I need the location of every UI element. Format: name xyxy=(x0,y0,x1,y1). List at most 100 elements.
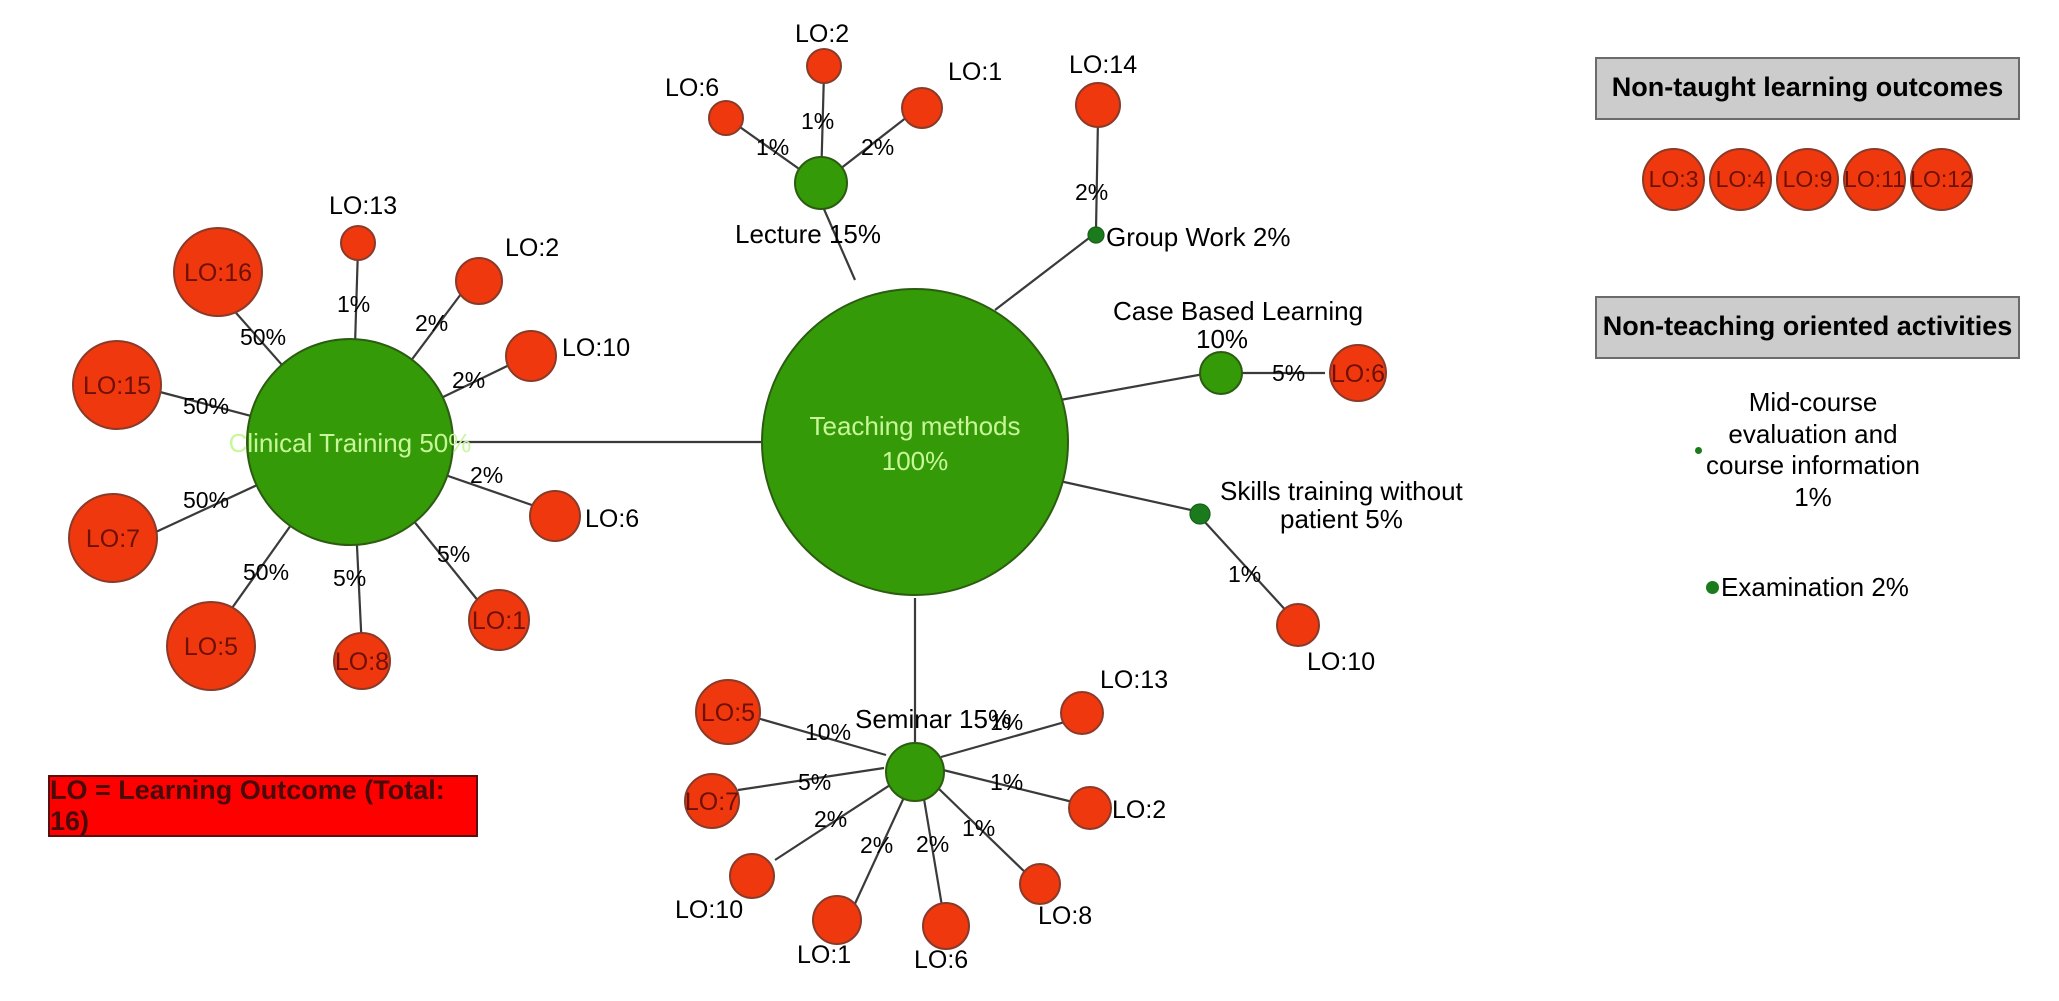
node-lo5[interactable] xyxy=(166,601,256,691)
node-lo13[interactable] xyxy=(340,225,376,261)
panel-non-teaching-title: Non-teaching oriented activities xyxy=(1595,296,2020,359)
node-lo10-label: LO:10 xyxy=(562,334,630,362)
weight-casebased-lo6: 5% xyxy=(1272,360,1305,386)
node-lo16-label: LO:16 xyxy=(184,259,252,287)
weight-lecture-lo6: 1% xyxy=(756,134,789,160)
node-seminar-lo13-label: LO:13 xyxy=(1100,666,1168,694)
node-casebased-lo6[interactable] xyxy=(1329,344,1387,402)
hub-teaching-methods-label-line1: Teaching methods xyxy=(809,411,1020,441)
hub-skills-training[interactable] xyxy=(1189,503,1211,525)
legend-lo-key-box: LO = Learning Outcome (Total: 16) xyxy=(48,775,478,837)
node-seminar-lo13[interactable] xyxy=(1060,691,1104,735)
weight-clinical-lo6: 2% xyxy=(470,462,503,488)
node-seminar-lo8[interactable] xyxy=(1019,863,1061,905)
green-dot-icon-midcourse xyxy=(1695,446,1703,454)
edge-groupwork-lo14 xyxy=(1094,117,1100,231)
weight-clinical-lo2: 2% xyxy=(415,310,448,336)
node-seminar-lo7[interactable] xyxy=(684,773,740,829)
root-edges xyxy=(455,199,1216,742)
chip-lo4[interactable]: LO:4 xyxy=(1709,148,1772,211)
cluster-skills-training: Skills training without patient 5% LO:10… xyxy=(1189,476,1464,676)
cluster-clinical-training: Clinical Training 50% LO:16 LO:15 LO:7 L… xyxy=(68,192,639,691)
weight-clinical-lo15: 50% xyxy=(183,393,229,419)
node-lo16[interactable] xyxy=(173,227,263,317)
node-lecture-lo1[interactable] xyxy=(901,87,943,129)
edge-seminar-lo8 xyxy=(936,786,1031,878)
node-seminar-lo1-label: LO:1 xyxy=(797,941,851,969)
node-lo2[interactable] xyxy=(455,257,503,305)
weight-clinical-lo16: 50% xyxy=(240,324,286,350)
cluster-seminar: Seminar 15% LO:5 LO:7 LO:10 LO:1 LO:6 LO… xyxy=(675,666,1168,974)
node-seminar-lo1[interactable] xyxy=(812,895,862,945)
edge-root-casebased xyxy=(1059,370,1216,402)
node-lecture-lo6[interactable] xyxy=(708,100,744,136)
activity-midcourse-text: Mid-course evaluation and course informati… xyxy=(1706,387,1920,514)
node-lo8[interactable] xyxy=(333,632,391,690)
node-seminar-lo2[interactable] xyxy=(1068,786,1112,830)
edge-seminar-lo1 xyxy=(852,792,907,909)
hub-case-based-learning[interactable] xyxy=(1199,351,1243,395)
node-lecture-lo6-label: LO:6 xyxy=(665,74,719,102)
node-lo7[interactable] xyxy=(68,493,158,583)
panel-non-taught-learning-outcomes: Non-taught learning outcomes LO:3 LO:4 L… xyxy=(1595,57,2020,211)
node-seminar-lo5-label: LO:5 xyxy=(701,699,755,727)
hub-case-based-learning-value: 10% xyxy=(1196,324,1248,354)
weight-seminar-lo13: 1% xyxy=(990,709,1023,735)
hub-clinical-training[interactable] xyxy=(246,338,454,546)
node-lo10[interactable] xyxy=(505,330,557,382)
node-lo1[interactable] xyxy=(468,589,530,651)
cluster-group-work: Group Work 2% LO:14 2% xyxy=(1069,51,1290,252)
hub-skills-training-label2: patient 5% xyxy=(1280,504,1403,534)
node-casebased-lo6-label: LO:6 xyxy=(1331,360,1385,388)
hub-case-based-learning-label: Case Based Learning xyxy=(1113,296,1363,326)
node-seminar-lo5[interactable] xyxy=(695,679,761,745)
weight-seminar-lo5: 10% xyxy=(805,719,851,745)
edge-seminar-lo10 xyxy=(774,784,891,861)
hub-lecture[interactable] xyxy=(794,156,848,210)
node-skills-lo10-label: LO:10 xyxy=(1307,648,1375,676)
chip-lo12[interactable]: LO:12 xyxy=(1910,148,1973,211)
cluster-lecture: Lecture 15% LO:6 LO:2 LO:1 1% 1% 2% xyxy=(665,20,1002,249)
hub-group-work-label: Group Work 2% xyxy=(1106,222,1290,252)
root-node-group: Teaching methods 100% xyxy=(761,288,1069,596)
hub-seminar[interactable] xyxy=(885,742,945,802)
node-seminar-lo6[interactable] xyxy=(922,902,970,950)
weight-seminar-lo10: 2% xyxy=(814,806,847,832)
edge-seminar-lo7 xyxy=(737,766,885,792)
panel-non-taught-title: Non-taught learning outcomes xyxy=(1595,57,2020,120)
non-taught-chip-row: LO:3 LO:4 LO:9 LO:11 LO:12 xyxy=(1595,148,2020,211)
hub-lecture-label: Lecture 15% xyxy=(735,219,881,249)
weight-clinical-lo8: 5% xyxy=(333,565,366,591)
node-lo8-label: LO:8 xyxy=(335,648,389,676)
node-lecture-lo2[interactable] xyxy=(806,48,842,84)
weight-seminar-lo1: 2% xyxy=(860,832,893,858)
node-seminar-lo6-label: LO:6 xyxy=(914,946,968,974)
edge-seminar-lo6 xyxy=(921,792,945,913)
chip-lo3[interactable]: LO:3 xyxy=(1642,148,1705,211)
node-lo6[interactable] xyxy=(529,490,581,542)
chip-lo9[interactable]: LO:9 xyxy=(1776,148,1839,211)
edge-seminar-lo13 xyxy=(940,716,1080,759)
weight-lecture-lo1: 2% xyxy=(861,134,894,160)
hub-seminar-label: Seminar 15% xyxy=(855,704,1011,734)
node-lo7-label: LO:7 xyxy=(86,525,140,553)
node-seminar-lo10[interactable] xyxy=(729,853,775,899)
node-lo15[interactable] xyxy=(72,340,162,430)
node-skills-lo10[interactable] xyxy=(1276,603,1320,647)
node-groupwork-lo14[interactable] xyxy=(1075,82,1121,128)
node-seminar-lo2-label: LO:2 xyxy=(1112,796,1166,824)
hub-teaching-methods[interactable] xyxy=(761,288,1069,596)
green-dot-icon-examination xyxy=(1706,581,1720,595)
edge-root-lecture xyxy=(818,199,857,281)
weight-seminar-lo7: 5% xyxy=(798,769,831,795)
hub-group-work[interactable] xyxy=(1087,226,1105,244)
weight-seminar-lo2: 1% xyxy=(990,769,1023,795)
hub-teaching-methods-label-line2: 100% xyxy=(882,446,949,476)
node-lo1-label: LO:1 xyxy=(472,607,526,635)
node-lo13-label: LO:13 xyxy=(329,192,397,220)
edge-skills-lo10 xyxy=(1202,519,1291,616)
activity-midcourse-row: Mid-course evaluation and course informati… xyxy=(1595,387,2020,514)
node-lo15-label: LO:15 xyxy=(83,372,151,400)
chip-lo11[interactable]: LO:11 xyxy=(1843,148,1906,211)
